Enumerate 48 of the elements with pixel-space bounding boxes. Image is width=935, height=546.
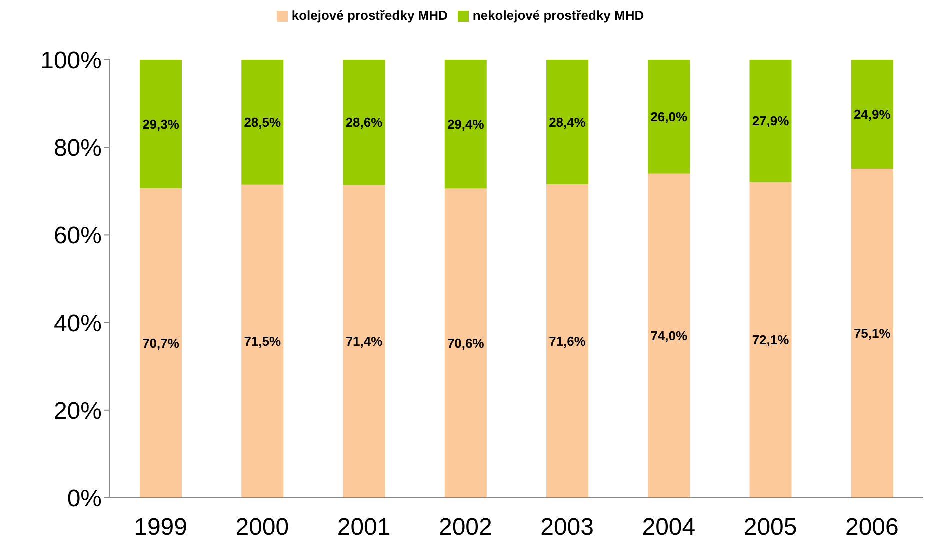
y-tick-label: 100%: [40, 48, 102, 75]
legend-label: nekolejové prostředky MHD: [472, 8, 644, 23]
bar: [546, 184, 588, 498]
data-label: 71,5%: [244, 334, 282, 350]
bar: [343, 60, 386, 186]
bar: [648, 174, 690, 498]
x-tick-label: 2002: [438, 514, 492, 542]
bar: [546, 60, 588, 184]
bar: [343, 185, 386, 498]
bar: [851, 60, 894, 170]
x-tick-label: 2003: [540, 514, 594, 542]
bar: [242, 184, 284, 498]
x-tick-label: 2000: [236, 514, 290, 542]
bar: [444, 60, 487, 189]
y-tick-label: 80%: [54, 135, 102, 162]
bar: [750, 182, 792, 498]
data-label: 28,5%: [244, 115, 282, 130]
bar: [140, 60, 182, 188]
y-tick-label: 60%: [54, 222, 102, 250]
data-label: 24,9%: [854, 107, 892, 122]
data-label: 27,9%: [752, 114, 790, 129]
data-label: 75,1%: [854, 326, 892, 342]
bar: [444, 188, 487, 498]
y-tick-label: 0%: [67, 486, 102, 513]
data-label: 26,0%: [650, 110, 688, 125]
bar: [242, 60, 284, 185]
data-label: 72,1%: [752, 332, 790, 348]
bar: [648, 60, 690, 174]
x-tick-label: 2005: [744, 514, 798, 542]
data-label: 70,7%: [142, 336, 180, 351]
y-tick-label: 40%: [54, 310, 102, 338]
bar: [851, 169, 894, 498]
data-label: 28,6%: [346, 115, 384, 130]
x-tick-label: 2004: [642, 514, 696, 542]
bar: [750, 60, 792, 182]
x-tick-label: 2001: [337, 514, 391, 542]
data-label: 70,6%: [447, 336, 485, 351]
data-label: 29,3%: [142, 116, 180, 132]
data-label: 28,4%: [549, 114, 586, 130]
data-label: 71,4%: [346, 334, 384, 350]
x-tick-label: 1999: [134, 514, 188, 542]
y-tick-label: 20%: [54, 398, 102, 425]
bar: [140, 188, 182, 498]
data-label: 71,6%: [549, 334, 586, 349]
x-tick-label: 2006: [845, 514, 899, 542]
data-label: 29,4%: [447, 117, 485, 132]
legend-label: kolejové prostředky MHD: [292, 8, 448, 23]
data-label: 74,0%: [650, 328, 688, 344]
